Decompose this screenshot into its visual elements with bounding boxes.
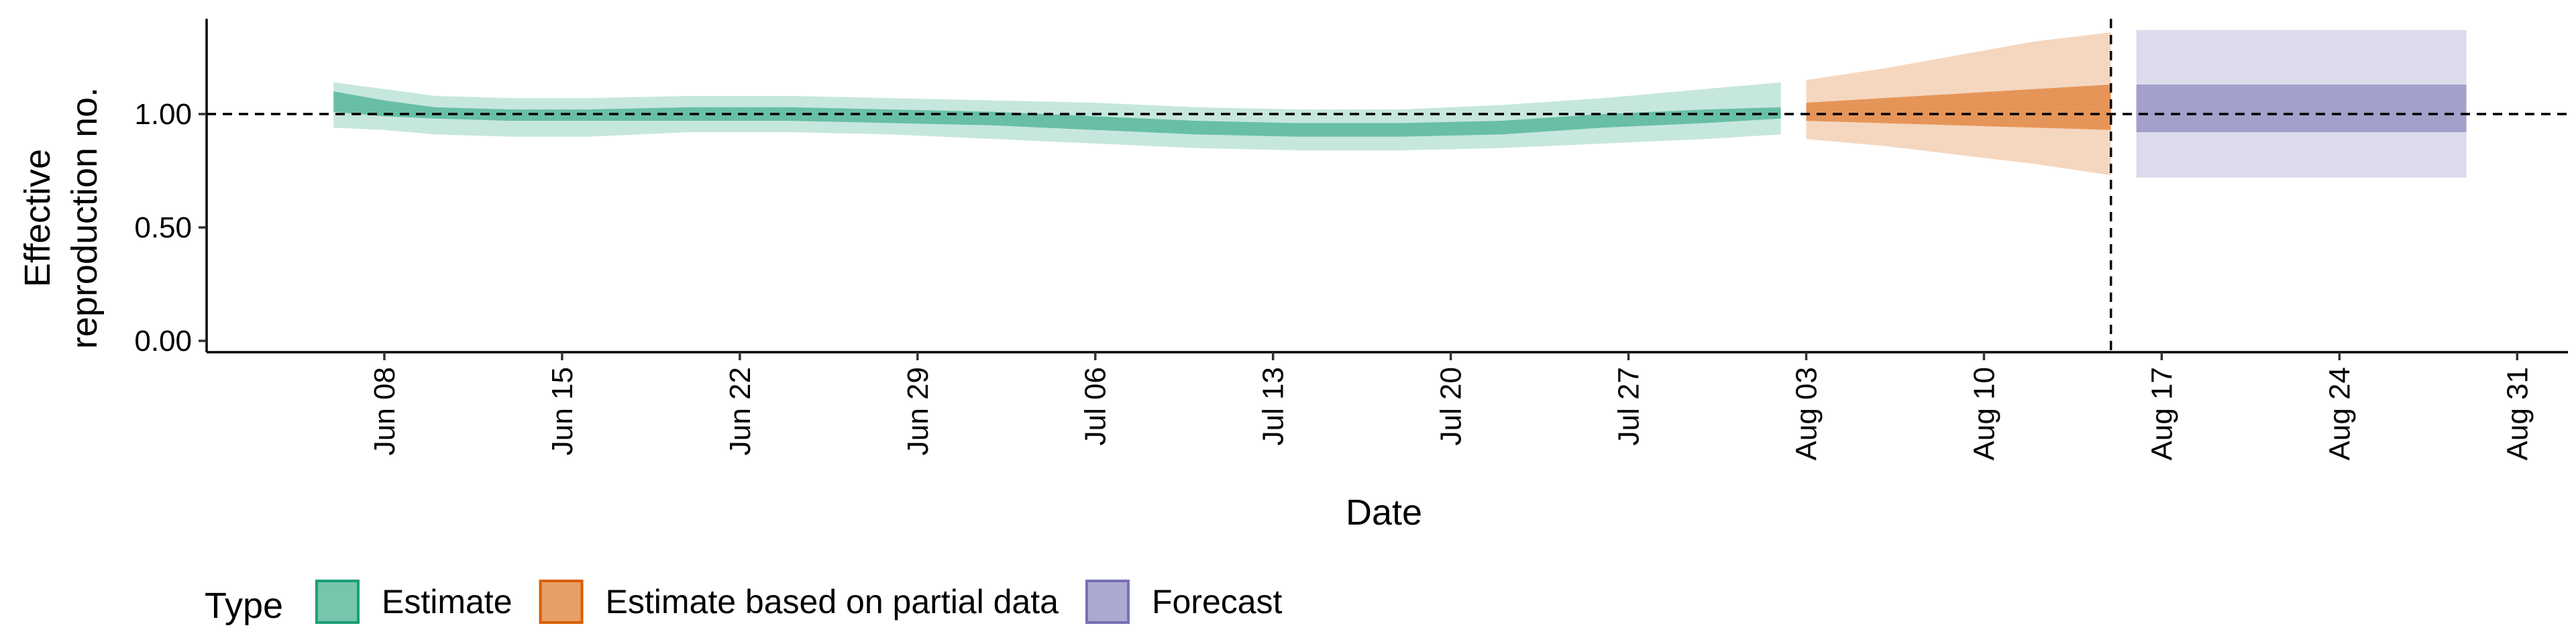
y-tick-label: 1.00: [134, 98, 192, 131]
y-axis-ticks: 0.00 0.50 1.00: [134, 98, 207, 358]
legend-swatch: [539, 580, 584, 624]
forecast-50-band: [2136, 85, 2467, 132]
y-axis-title: Effective reproduction no.: [17, 87, 105, 349]
legend-label: Estimate: [382, 583, 513, 621]
legend-label: Forecast: [1152, 583, 1283, 621]
legend-item-estimate: Estimate: [315, 580, 513, 624]
legend: Type Estimate Estimate based on partial d…: [205, 580, 1283, 626]
legend-swatch: [315, 580, 360, 624]
x-tick-label: Jul 06: [1079, 367, 1112, 445]
x-tick-label: Jul 20: [1435, 367, 1468, 445]
reference-lines: [207, 19, 2568, 352]
legend-label: Estimate based on partial data: [606, 583, 1059, 621]
x-tick-label: Jun 22: [724, 367, 757, 455]
x-tick-label: Jun 08: [368, 367, 401, 455]
estimate-based-on-partial-data-50-band: [1806, 85, 2111, 130]
x-tick-label: Aug 10: [1968, 367, 2001, 460]
y-axis-title-line-2: reproduction no.: [64, 87, 105, 349]
y-tick-label: 0.50: [134, 211, 192, 244]
x-tick-label: Aug 03: [1790, 367, 1823, 460]
x-tick-label: Jun 15: [546, 367, 579, 455]
x-axis-ticks: Jun 08 Jun 15 Jun 22 Jun 29 Jul 06 Jul 13 Jul …: [368, 352, 2534, 460]
x-tick-label: Aug 24: [2323, 367, 2356, 460]
legend-swatch: [1085, 580, 1130, 624]
x-tick-label: Aug 31: [2501, 367, 2534, 460]
x-tick-label: Jun 29: [902, 367, 934, 455]
y-tick-label: 0.00: [134, 325, 192, 358]
x-tick-label: Jul 27: [1613, 367, 1646, 445]
legend-title: Type: [205, 586, 283, 626]
legend-item-forecast: Forecast: [1085, 580, 1283, 624]
x-tick-label: Aug 17: [2145, 367, 2178, 460]
x-axis-title: Date: [1346, 492, 1422, 533]
y-axis-title-line-1: Effective: [17, 149, 58, 287]
bands-layer: [333, 30, 2467, 178]
axes: [205, 19, 2568, 354]
x-tick-label: Jul 13: [1257, 367, 1290, 445]
legend-item-estimate-based-on-partial-data: Estimate based on partial data: [539, 580, 1059, 624]
estimate-50-band: [333, 91, 1781, 137]
